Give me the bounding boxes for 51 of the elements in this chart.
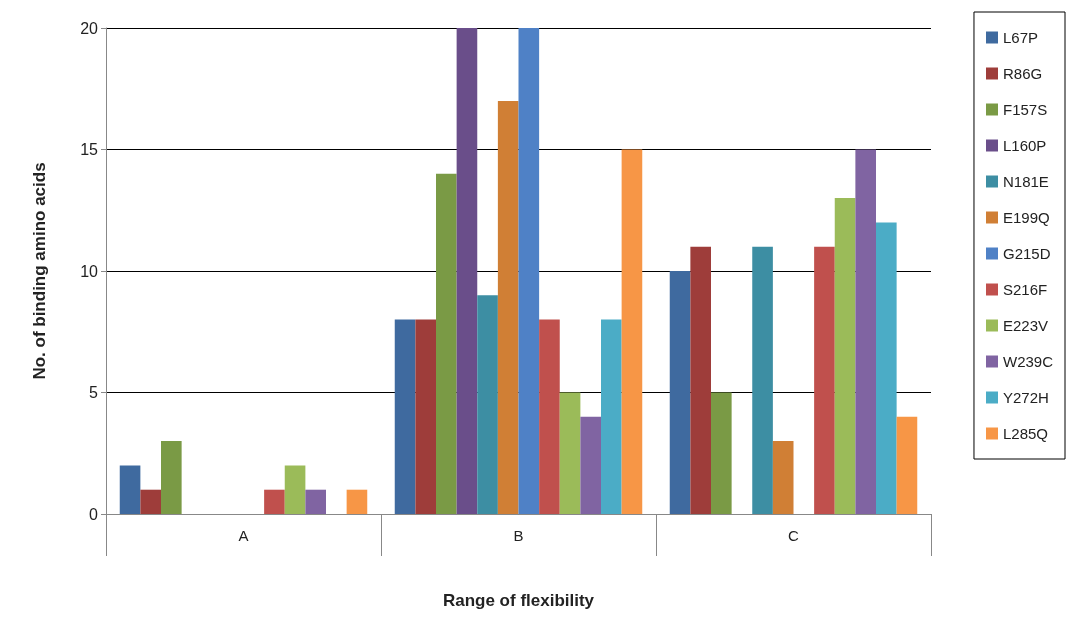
bar (896, 416, 918, 514)
legend-label: L160P (1002, 137, 1047, 154)
legend-label: E199Q (1002, 209, 1050, 226)
bar (539, 319, 560, 514)
y-tick-label: 10 (80, 262, 99, 280)
bar (834, 198, 856, 514)
x-axis-title: Range of flexibility (442, 591, 595, 610)
bar (305, 489, 326, 514)
legend-label: W239C (1002, 353, 1054, 370)
x-tick-label: A (238, 527, 249, 544)
bar (559, 392, 581, 514)
y-tick-label: 0 (89, 505, 99, 523)
y-tick-label: 20 (80, 19, 99, 37)
y-tick-label: 5 (89, 384, 99, 401)
bar (284, 465, 306, 514)
legend-label: L285Q (1002, 425, 1049, 442)
bar (161, 441, 182, 514)
legend-label: G215D (1002, 245, 1051, 262)
bar (140, 489, 161, 514)
bar (752, 246, 773, 514)
bar (814, 246, 835, 514)
bar (477, 295, 498, 514)
bar (690, 246, 711, 514)
legend-label: N181E (1002, 173, 1049, 190)
legend-label: R86G (1002, 65, 1043, 82)
bar (876, 222, 897, 514)
bar (497, 100, 519, 514)
bar (119, 465, 141, 514)
legend-label: F157S (1002, 101, 1048, 118)
legend-label: L67P (1002, 29, 1039, 46)
bar (711, 392, 732, 514)
y-axis-title: No. of binding amino acids (30, 162, 49, 380)
x-tick-label: C (788, 527, 800, 544)
bar (415, 319, 436, 514)
bar (601, 319, 622, 514)
bar (456, 28, 478, 514)
bar (669, 271, 691, 514)
bar (621, 149, 643, 514)
bar (518, 28, 540, 514)
bar (580, 416, 601, 514)
legend-label: Y272H (1002, 389, 1049, 406)
bar (264, 489, 285, 514)
legend-label: E223V (1002, 317, 1049, 334)
x-tick-label: B (513, 527, 524, 544)
bar (772, 441, 794, 514)
bar (436, 173, 457, 514)
legend-label: S216F (1002, 281, 1048, 298)
bar (346, 489, 368, 514)
bar (855, 149, 876, 514)
bar (394, 319, 416, 514)
y-tick-label: 15 (80, 141, 99, 158)
